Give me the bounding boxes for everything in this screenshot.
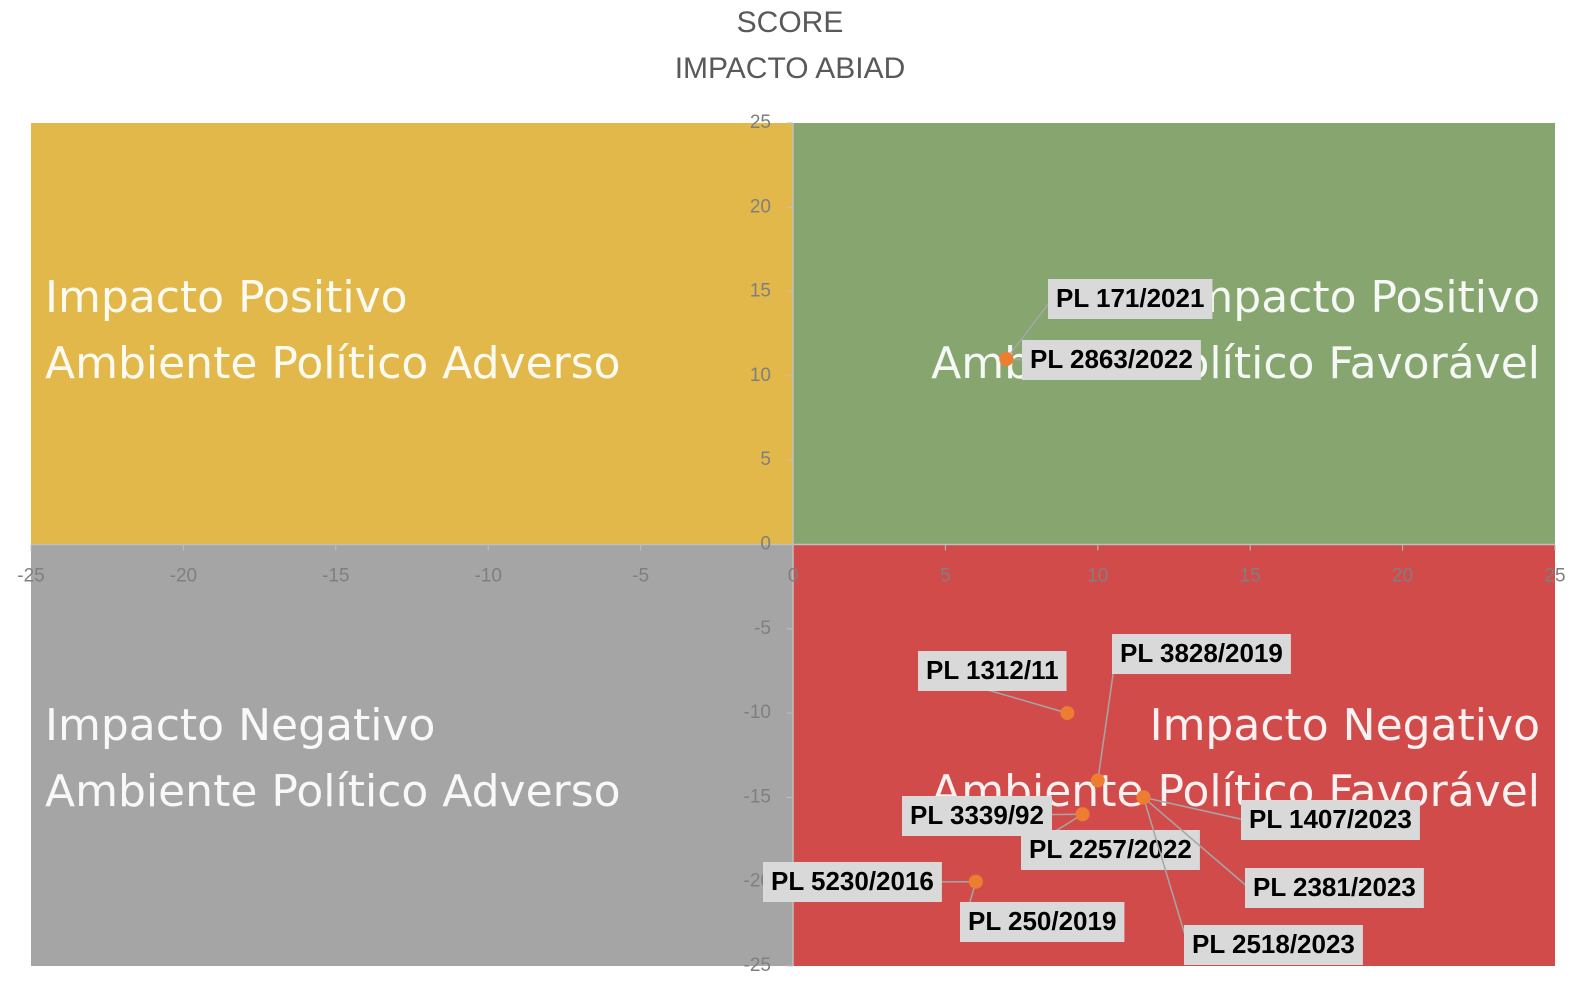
quadrant [31, 544, 793, 966]
quadrant-label: Ambiente Político Adverso [45, 766, 621, 817]
point [1090, 773, 1105, 788]
quadrant [793, 123, 1555, 545]
point-label-text: PL 2257/2022 [1029, 834, 1192, 864]
leader-line [1143, 796, 1246, 821]
chart-subtitle: IMPACTO ABIAD [675, 52, 906, 85]
point-label-text: PL 2863/2022 [1030, 344, 1193, 374]
point-label-text: PL 1407/2023 [1249, 804, 1412, 834]
label-box [918, 651, 1067, 691]
label-box [1021, 830, 1200, 870]
point-label-text: PL 5230/2016 [771, 866, 934, 896]
x-tick-label: 0 [788, 566, 799, 587]
point-label-text: PL 171/2021 [1056, 283, 1204, 313]
x-tick-label: -25 [17, 566, 44, 587]
quadrant [793, 544, 1555, 966]
x-tick-label: 5 [940, 566, 951, 587]
leader-line [1142, 797, 1189, 946]
x-tick-label: 25 [1544, 566, 1565, 587]
point [1136, 790, 1151, 805]
label-box [1048, 279, 1213, 319]
point-label-text: PL 1312/11 [926, 655, 1059, 685]
quadrant-label: Impacto Negativo [45, 700, 435, 751]
chart-title: SCORE [737, 6, 844, 39]
y-tick-label: 20 [750, 196, 771, 217]
x-tick-label: -5 [632, 566, 649, 587]
point [1060, 706, 1075, 721]
point [1075, 807, 1090, 822]
quadrant-label: Impacto Positivo [1177, 272, 1540, 323]
label-box [960, 902, 1125, 942]
y-tick-label: 10 [750, 365, 771, 386]
point-label-text: PL 2381/2023 [1253, 872, 1416, 902]
x-tick-label: -15 [322, 566, 349, 587]
y-tick-label: -5 [754, 618, 771, 639]
y-tick-label: 5 [760, 449, 771, 470]
label-box [763, 862, 942, 902]
y-tick-label: -10 [744, 702, 771, 723]
label-box [1112, 634, 1291, 674]
x-tick-label: 20 [1392, 566, 1413, 587]
point [968, 874, 983, 889]
point-label-text: PL 250/2019 [968, 906, 1116, 936]
leader-line [1005, 298, 1053, 360]
point [999, 352, 1014, 367]
y-tick-label: -15 [744, 786, 771, 807]
label-box [1245, 868, 1424, 908]
quadrant-label: Impacto Positivo [45, 272, 408, 323]
x-tick-label: -20 [170, 566, 197, 587]
x-tick-label: -10 [474, 566, 501, 587]
label-box [1184, 925, 1363, 965]
y-tick-label: 25 [750, 112, 771, 133]
quadrant-label: Impacto Negativo [1150, 700, 1540, 751]
y-tick-label: -25 [744, 955, 771, 976]
label-box [1241, 800, 1420, 840]
y-tick-label: 15 [750, 281, 771, 302]
leader-line [1097, 653, 1117, 781]
leader-line [1143, 796, 1250, 889]
y-tick-label: 0 [760, 534, 771, 555]
point-label-text: PL 2518/2023 [1192, 929, 1355, 959]
label-box [902, 796, 1052, 836]
label-box [1022, 340, 1201, 380]
x-tick-label: 10 [1087, 566, 1108, 587]
quadrant-label: Ambiente Político Adverso [45, 338, 621, 389]
x-tick-label: 15 [1240, 566, 1261, 587]
point-label-text: PL 3339/92 [910, 800, 1044, 830]
quadrant [31, 123, 793, 545]
point-label-text: PL 3828/2019 [1120, 638, 1283, 668]
